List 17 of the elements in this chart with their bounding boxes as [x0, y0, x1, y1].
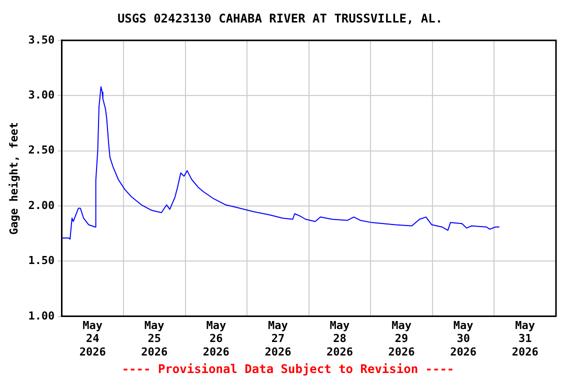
x-tick-label: May 25 2026	[141, 318, 168, 358]
x-tick-label: May 26 2026	[202, 318, 230, 358]
x-tick-label: May 28 2026	[326, 318, 354, 358]
y-tick-label: 1.50	[28, 254, 55, 268]
y-tick-label: 3.00	[28, 88, 55, 102]
x-tick-label: May 29 2026	[388, 318, 416, 358]
x-tick-label: May 31 2026	[512, 318, 539, 358]
text: ---- Provisional Data Subject to Revision ----	[120, 362, 456, 376]
x-tick-label: May 24 2026	[79, 318, 106, 358]
y-tick-label: 3.50	[28, 33, 55, 46]
chart-title: USGS 02423130 CAHABA RIVER AT TRUSSVILLE, AL.	[117, 11, 443, 26]
x-tick-label: May 27 2026	[264, 318, 292, 358]
y-tick-label: 2.00	[28, 198, 55, 212]
y-tick-label: 1.00	[28, 309, 55, 322]
x-tick-label: May 30 2026	[450, 318, 477, 358]
y-tick-label: 2.50	[28, 144, 55, 157]
y-axis-title: Gage height, feet	[7, 122, 20, 235]
